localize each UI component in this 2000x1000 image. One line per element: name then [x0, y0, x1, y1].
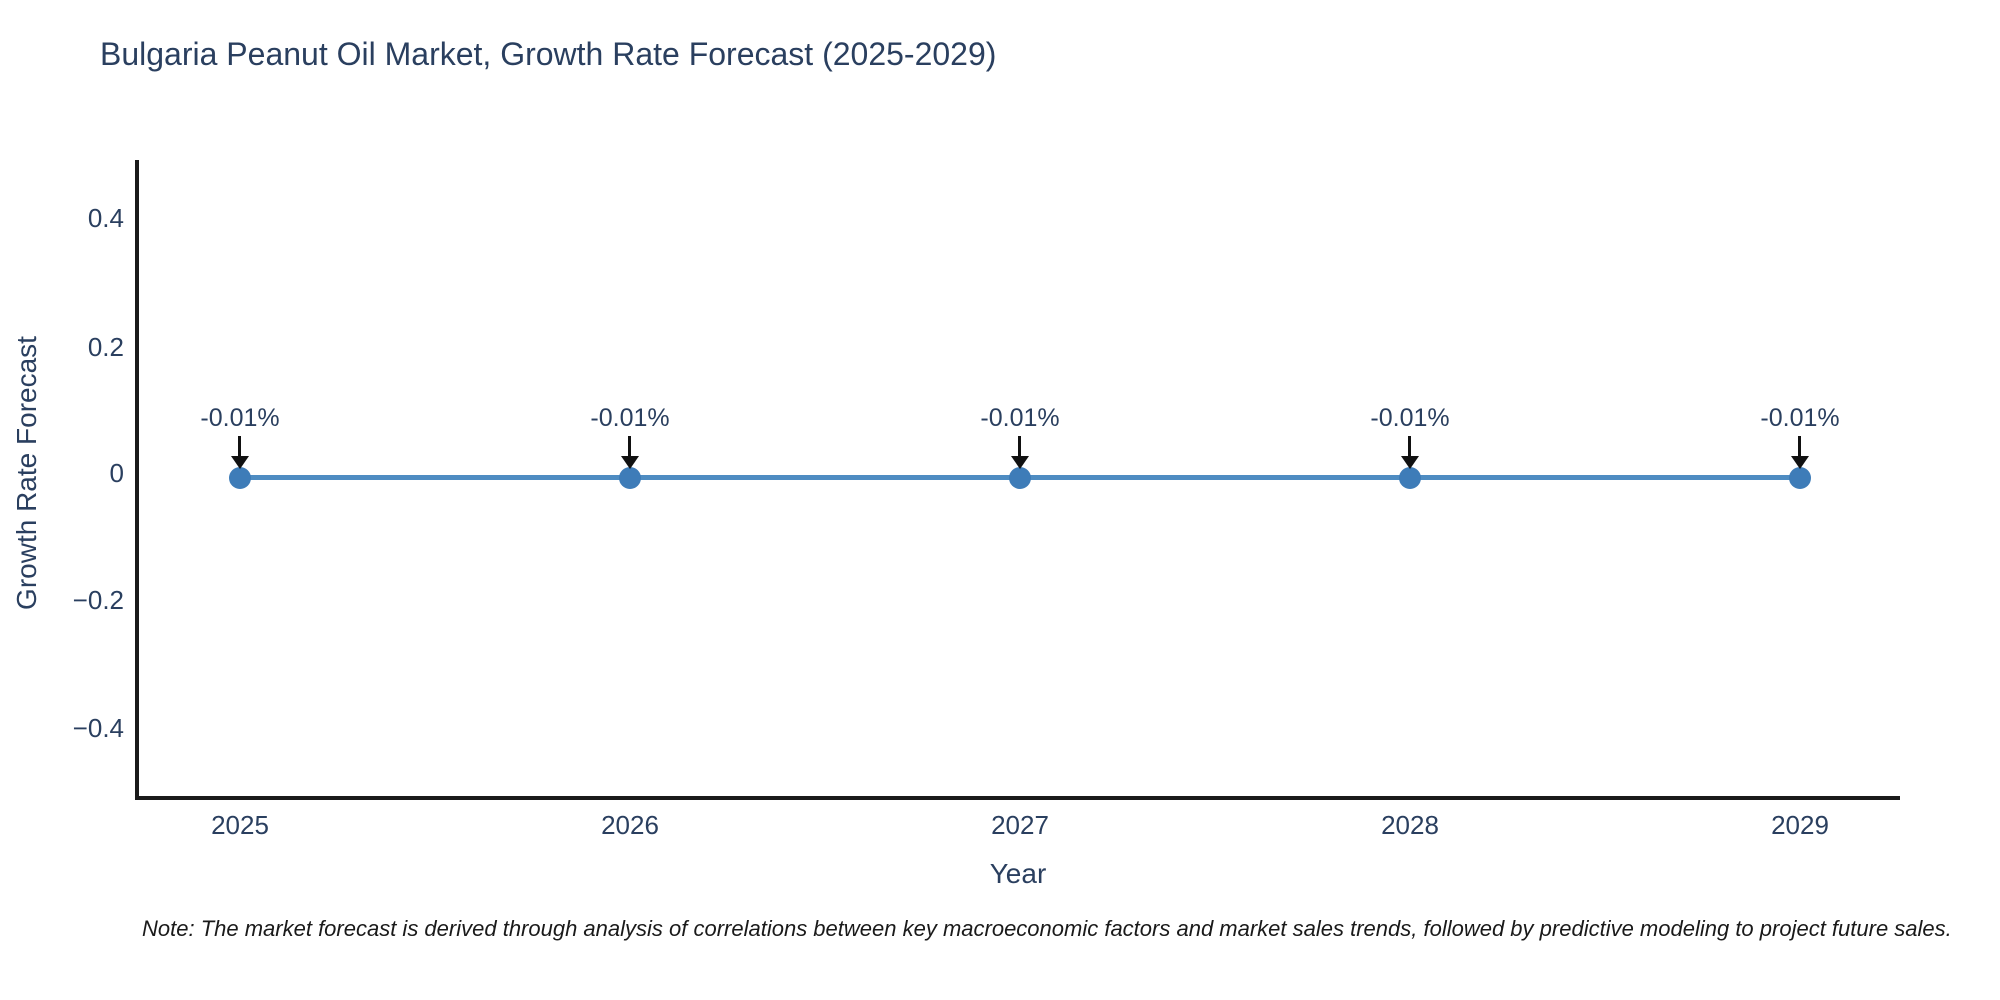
x-tick-2027: 2027 [991, 810, 1049, 840]
data-point-2029 [1789, 467, 1811, 489]
x-tick-2029: 2029 [1771, 810, 1829, 840]
y-tick-0: 0 [109, 458, 124, 488]
annotation-label-2026: -0.01% [590, 404, 670, 432]
y-tick-0.2: 0.2 [87, 332, 124, 362]
footnote: Note: The market forecast is derived thr… [142, 916, 1952, 941]
annotation-arrow-2028 [1408, 436, 1411, 458]
chart-title: Bulgaria Peanut Oil Market, Growth Rate … [100, 36, 997, 72]
y-tick-neg0.2: −0.2 [72, 585, 124, 615]
annotation-arrow-2027 [1018, 436, 1021, 458]
annotation-label-2028: -0.01% [1370, 404, 1450, 432]
annotation-arrowhead-2026 [621, 456, 639, 469]
annotation-label-2029: -0.01% [1760, 404, 1840, 432]
annotation-label-2025: -0.01% [200, 404, 280, 432]
annotation-arrowhead-2029 [1791, 456, 1809, 469]
annotation-arrow-2025 [238, 436, 241, 458]
x-tick-2026: 2026 [601, 810, 659, 840]
x-tick-2025: 2025 [211, 810, 269, 840]
data-point-2025 [229, 467, 251, 489]
x-axis-title: Year [989, 858, 1047, 889]
data-point-2026 [619, 467, 641, 489]
data-point-2027 [1009, 467, 1031, 489]
annotation-arrowhead-2025 [231, 456, 249, 469]
annotation-arrow-2026 [628, 436, 631, 458]
annotation-arrowhead-2028 [1401, 456, 1419, 469]
annotation-label-2027: -0.01% [980, 404, 1060, 432]
x-tick-2028: 2028 [1381, 810, 1439, 840]
annotation-arrowhead-2027 [1011, 456, 1029, 469]
annotation-arrow-2029 [1798, 436, 1801, 458]
y-tick-neg0.4: −0.4 [72, 713, 124, 743]
data-point-2028 [1399, 467, 1421, 489]
y-tick-0.4: 0.4 [87, 203, 124, 233]
